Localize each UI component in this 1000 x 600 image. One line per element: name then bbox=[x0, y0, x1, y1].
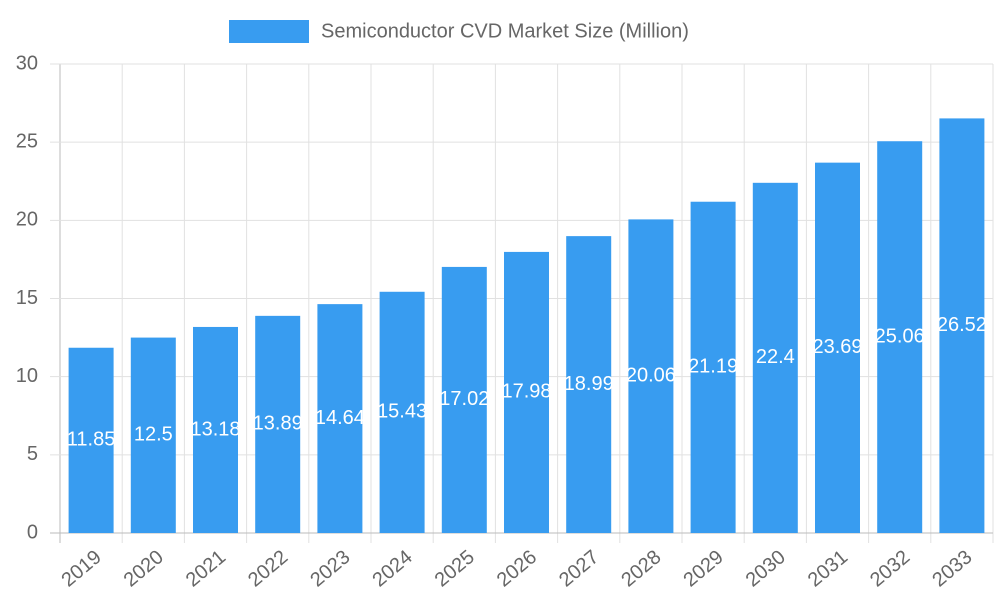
x-tick-label: 2021 bbox=[182, 546, 230, 591]
y-tick-label: 25 bbox=[16, 130, 38, 152]
legend-swatch bbox=[229, 20, 309, 43]
value-label: 23.69 bbox=[812, 336, 862, 358]
x-tick-label: 2033 bbox=[928, 546, 976, 591]
y-tick-label: 15 bbox=[16, 287, 38, 309]
value-label: 25.06 bbox=[875, 325, 925, 347]
x-tick-label: 2024 bbox=[368, 546, 416, 591]
legend-label: Semiconductor CVD Market Size (Million) bbox=[321, 20, 689, 42]
bar bbox=[504, 251, 549, 534]
x-tick-label: 2028 bbox=[617, 546, 665, 591]
value-label: 18.99 bbox=[564, 373, 614, 395]
bar bbox=[255, 315, 301, 533]
bar bbox=[939, 118, 985, 534]
x-tick-label: 2025 bbox=[431, 546, 479, 591]
x-tick-label: 2027 bbox=[555, 546, 603, 591]
value-label: 21.19 bbox=[688, 356, 738, 378]
y-tick-label: 30 bbox=[16, 52, 38, 74]
value-label: 14.64 bbox=[315, 407, 365, 429]
bar bbox=[68, 347, 114, 533]
x-tick-label: 2029 bbox=[679, 546, 727, 591]
value-label: 15.43 bbox=[377, 401, 427, 423]
y-tick-label: 10 bbox=[16, 365, 38, 387]
value-label: 26.52 bbox=[937, 314, 987, 336]
y-tick-label: 20 bbox=[16, 209, 38, 231]
bar bbox=[193, 326, 238, 533]
bar bbox=[752, 182, 798, 533]
value-label: 13.89 bbox=[253, 413, 303, 435]
bar bbox=[317, 304, 363, 533]
value-label: 22.4 bbox=[756, 346, 795, 368]
y-tick-label: 0 bbox=[27, 521, 38, 543]
x-tick-label: 2026 bbox=[493, 546, 541, 591]
x-tick-label: 2020 bbox=[120, 546, 168, 591]
x-tick-label: 2031 bbox=[804, 546, 852, 591]
x-tick-label: 2019 bbox=[57, 546, 105, 591]
bar bbox=[815, 162, 860, 533]
x-tick-label: 2022 bbox=[244, 546, 292, 591]
x-tick-label: 2032 bbox=[866, 546, 914, 591]
x-tick-label: 2030 bbox=[742, 546, 790, 591]
value-label: 17.98 bbox=[501, 381, 551, 403]
bar bbox=[690, 201, 736, 533]
value-label: 20.06 bbox=[626, 364, 676, 386]
bar bbox=[441, 266, 487, 533]
value-label: 12.5 bbox=[134, 424, 173, 446]
bar bbox=[130, 337, 176, 533]
value-label: 11.85 bbox=[67, 429, 116, 451]
y-tick-label: 5 bbox=[27, 443, 38, 465]
bar bbox=[566, 236, 612, 534]
value-label: 13.18 bbox=[190, 418, 240, 440]
value-label: 17.02 bbox=[439, 388, 489, 410]
bar bbox=[877, 141, 923, 533]
bar bbox=[379, 291, 425, 533]
x-tick-label: 2023 bbox=[306, 546, 354, 591]
bar bbox=[628, 219, 674, 534]
